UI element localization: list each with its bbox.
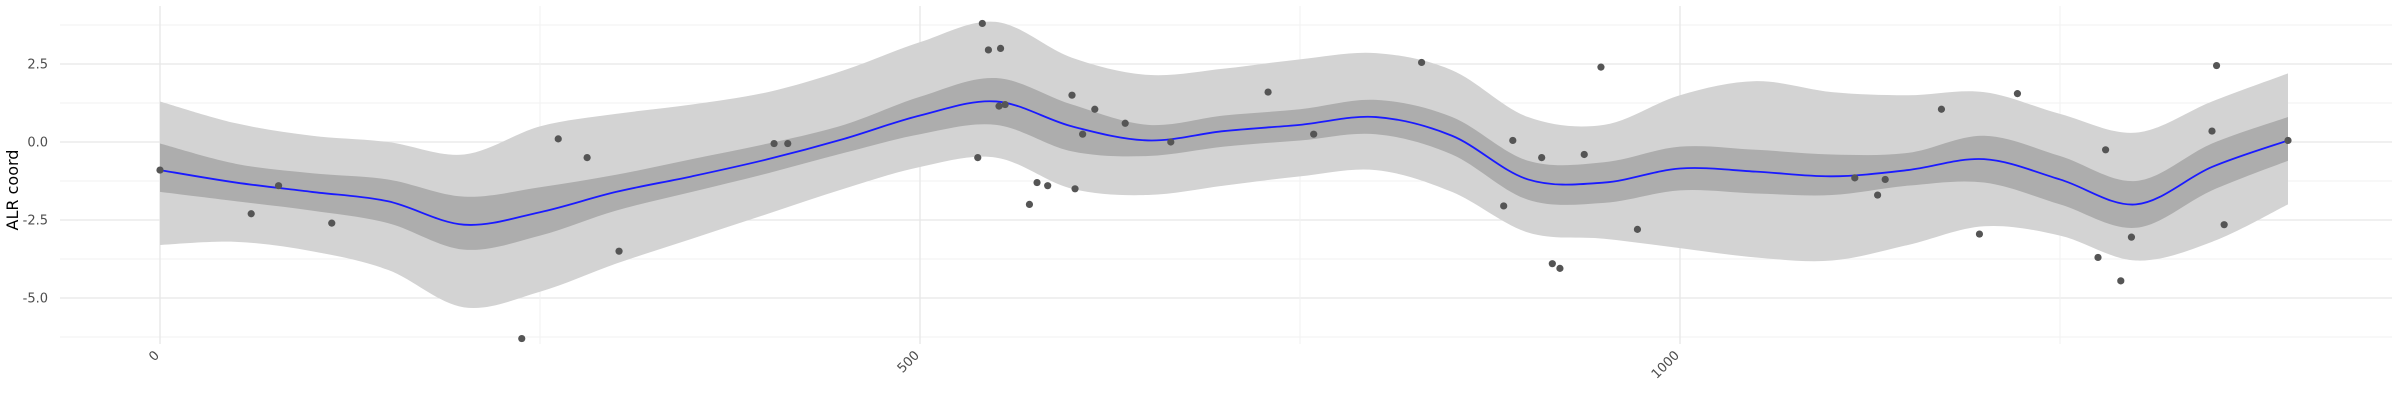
data-point bbox=[1121, 119, 1129, 127]
data-point bbox=[784, 139, 792, 148]
data-point bbox=[1044, 182, 1052, 190]
data-point bbox=[1851, 174, 1859, 182]
data-point bbox=[1071, 185, 1079, 193]
x-tick-label: 0 bbox=[146, 348, 162, 364]
data-point bbox=[770, 139, 778, 148]
data-point bbox=[1556, 264, 1564, 272]
data-point bbox=[1597, 63, 1605, 71]
data-point bbox=[1874, 191, 1882, 199]
data-point bbox=[2212, 61, 2221, 70]
data-point bbox=[1548, 260, 1556, 268]
x-tick-label: 1000 bbox=[1649, 348, 1683, 382]
smooth-line-layer bbox=[159, 100, 2289, 226]
data-point bbox=[1001, 100, 1009, 109]
data-point bbox=[978, 19, 986, 28]
data-point bbox=[156, 166, 164, 174]
data-point bbox=[1633, 225, 1642, 233]
data-point bbox=[1937, 105, 1946, 113]
x-tick-label: 500 bbox=[895, 348, 923, 376]
data-point bbox=[995, 102, 1003, 110]
data-point bbox=[328, 219, 336, 227]
data-point bbox=[1580, 150, 1588, 159]
data-point bbox=[1025, 200, 1034, 208]
data-point bbox=[1500, 202, 1508, 210]
data-point bbox=[2220, 221, 2228, 229]
data-point bbox=[518, 334, 526, 343]
data-point bbox=[247, 210, 255, 218]
data-point bbox=[984, 46, 993, 54]
data-point bbox=[1091, 105, 1099, 113]
data-point bbox=[554, 135, 562, 143]
data-point bbox=[1068, 91, 1076, 99]
data-point bbox=[1418, 58, 1426, 67]
data-point bbox=[1079, 130, 1087, 138]
data-point bbox=[583, 154, 591, 162]
data-point bbox=[1975, 230, 1984, 238]
data-point bbox=[2208, 127, 2216, 135]
y-axis-title: ALR coord bbox=[3, 150, 22, 231]
outer-confidence-band bbox=[160, 21, 2288, 309]
data-point bbox=[1167, 138, 1175, 146]
x-axis-ticks: 0 500 1000 bbox=[146, 348, 1682, 382]
data-point bbox=[2013, 90, 2022, 98]
data-points bbox=[156, 19, 2292, 343]
data-point bbox=[974, 154, 982, 162]
data-point bbox=[1538, 154, 1546, 162]
y-tick-label: 0.0 bbox=[27, 136, 48, 151]
data-point bbox=[2094, 253, 2102, 262]
data-point bbox=[2127, 233, 2136, 241]
data-point bbox=[615, 247, 623, 255]
data-point bbox=[1509, 136, 1517, 145]
data-point bbox=[2117, 277, 2125, 285]
data-point bbox=[2284, 136, 2292, 145]
data-point bbox=[1033, 178, 1041, 187]
y-tick-label: 2.5 bbox=[27, 58, 48, 73]
y-tick-label: -2.5 bbox=[23, 214, 48, 229]
data-point bbox=[274, 182, 283, 190]
smooth-fit-line bbox=[159, 100, 2289, 226]
data-point bbox=[996, 44, 1005, 53]
data-point bbox=[2102, 146, 2110, 154]
y-tick-label: -5.0 bbox=[23, 292, 48, 307]
inner-confidence-band bbox=[160, 77, 2288, 250]
data-point bbox=[1264, 88, 1272, 96]
y-axis-ticks: 2.5 0.0 -2.5 -5.0 bbox=[23, 58, 48, 307]
data-point bbox=[1310, 130, 1318, 138]
data-point bbox=[1881, 175, 1889, 184]
confidence-bands bbox=[160, 21, 2288, 309]
